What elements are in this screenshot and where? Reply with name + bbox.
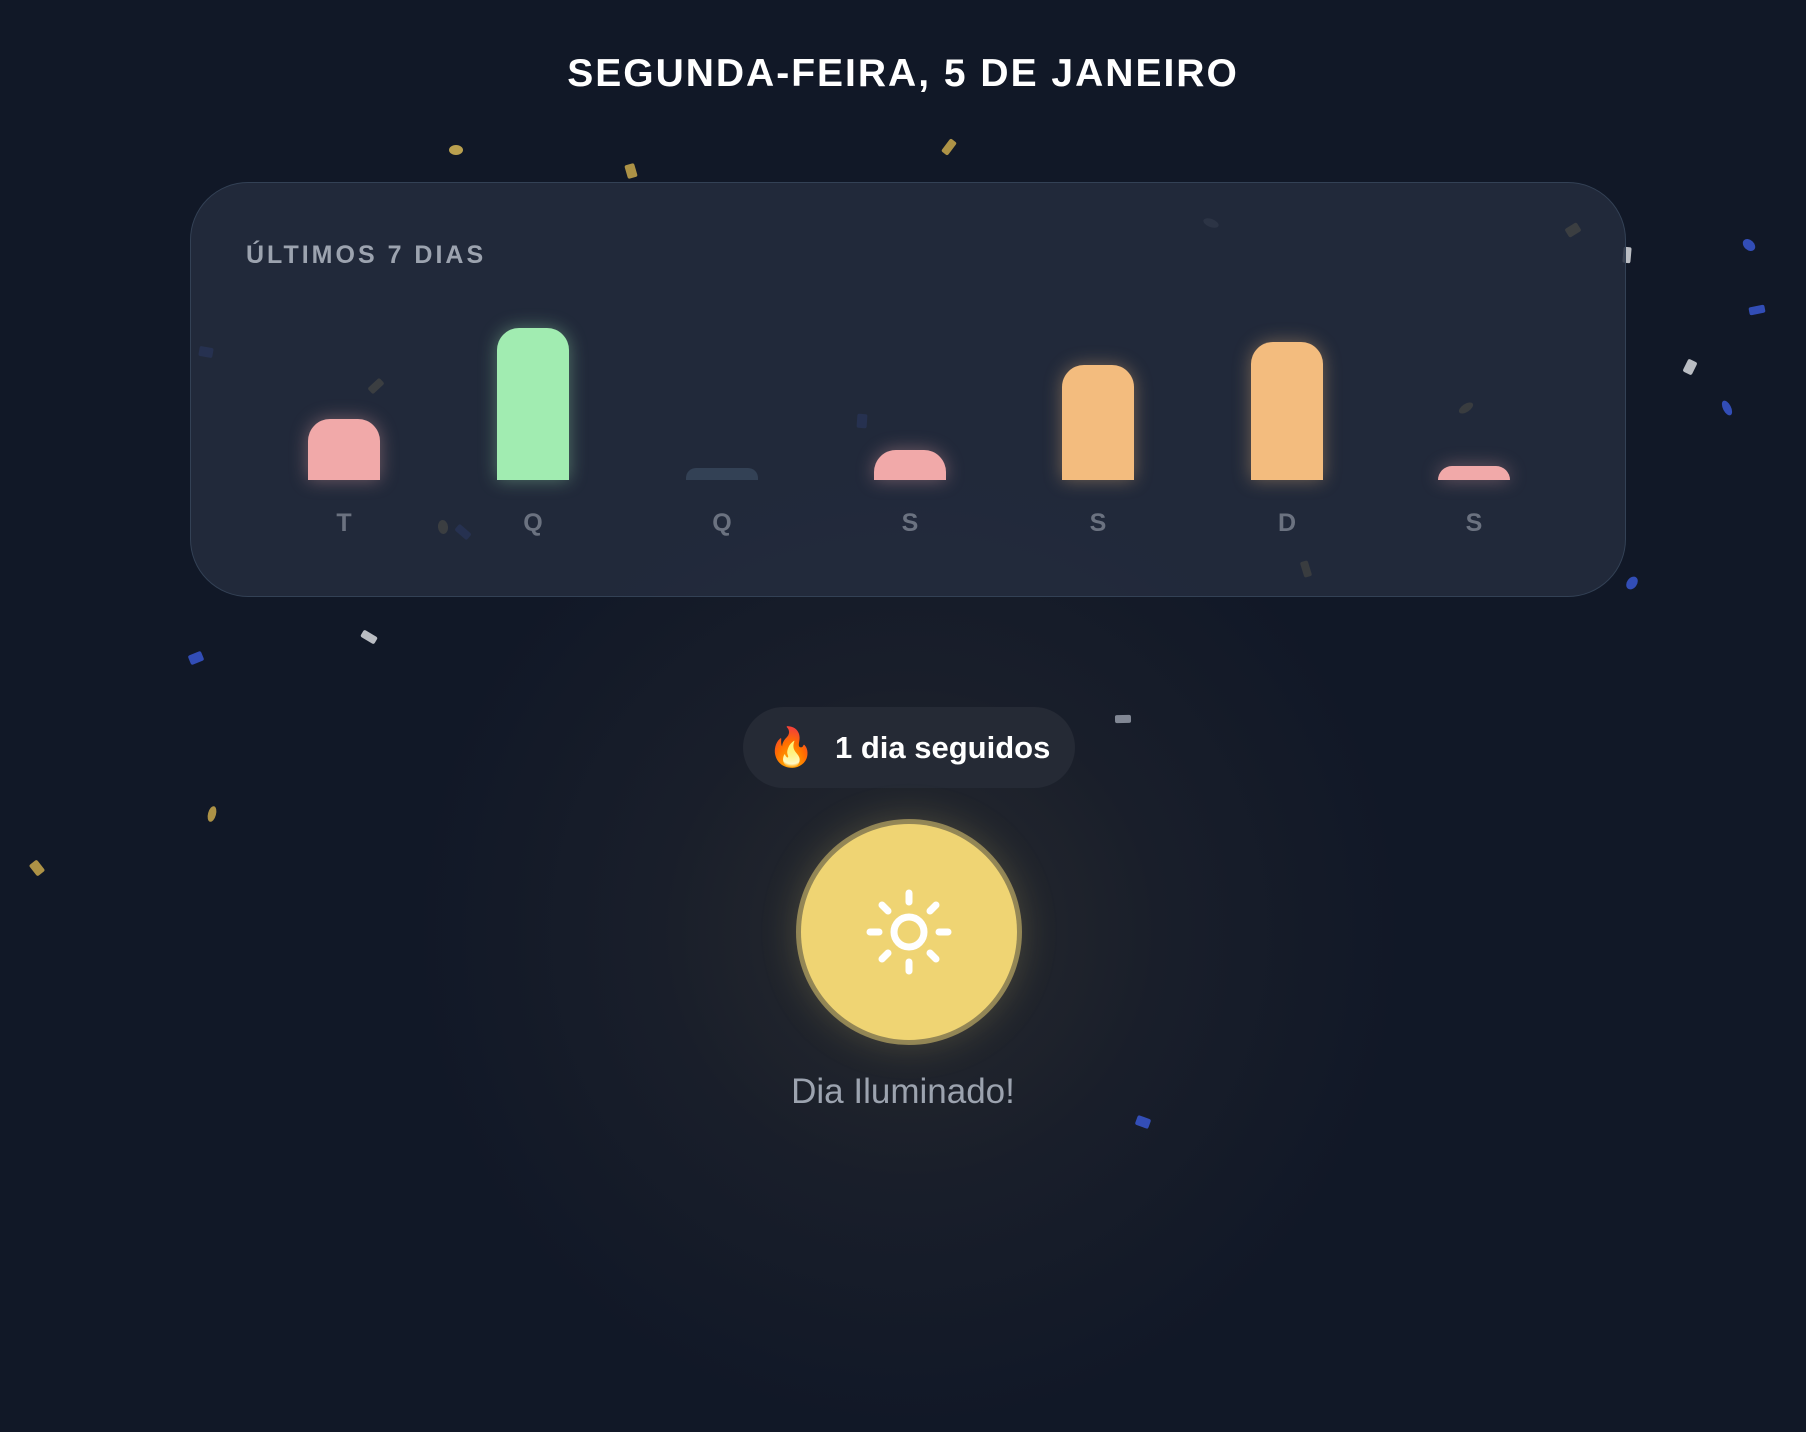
confetti-piece: [187, 650, 205, 666]
chart-bar: [686, 468, 758, 480]
chart-bar: [874, 449, 946, 480]
confetti-piece: [1740, 236, 1758, 254]
confetti-piece: [1114, 714, 1132, 724]
status-caption: Dia Iluminado!: [791, 1072, 1015, 1111]
streak-label: 1 dia seguidos: [834, 729, 1051, 765]
streak-badge: 🔥 1 dia seguidos: [743, 707, 1075, 788]
fire-icon: 🔥: [767, 726, 815, 769]
day-label: D: [1277, 509, 1297, 537]
day-label: S: [1089, 509, 1107, 537]
confetti-piece: [1623, 574, 1641, 592]
confetti-piece: [28, 859, 46, 877]
chart-bar: [1251, 342, 1323, 480]
chart-bar: [1438, 465, 1510, 480]
day-label: S: [901, 509, 919, 537]
confetti-piece: [1682, 358, 1698, 376]
chart-bar: [308, 419, 380, 480]
confetti-piece: [449, 145, 463, 155]
chart-bar: [1062, 364, 1134, 480]
confetti-piece: [940, 138, 958, 156]
chart-bar: [497, 328, 569, 480]
confetti-piece: [1748, 304, 1766, 316]
day-label: Q: [712, 509, 732, 537]
confetti-piece: [206, 805, 218, 823]
confetti-piece: [624, 162, 638, 180]
confetti-piece: [1719, 399, 1735, 417]
weekly-chart-card: ÚLTIMOS 7 DIAS T Q Q S S D S: [190, 182, 1626, 597]
day-label: S: [1465, 509, 1483, 537]
sun-icon: [866, 889, 952, 975]
day-label: T: [336, 509, 352, 537]
chart-title: ÚLTIMOS 7 DIAS: [246, 241, 487, 269]
confetti-piece: [360, 629, 378, 645]
illuminate-day-button[interactable]: [801, 824, 1017, 1040]
page-title: SEGUNDA-FEIRA, 5 DE JANEIRO: [567, 52, 1239, 95]
day-label: Q: [523, 509, 543, 537]
